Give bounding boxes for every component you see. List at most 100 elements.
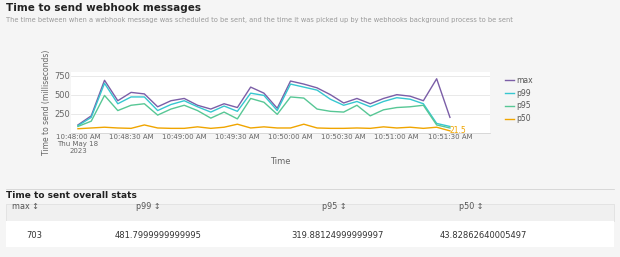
max <box>74 123 82 126</box>
Text: Time to send webhook messages: Time to send webhook messages <box>6 3 202 13</box>
p99 <box>180 99 188 102</box>
p50 <box>433 126 440 129</box>
Text: Time to sent overall stats: Time to sent overall stats <box>6 191 137 200</box>
Line: p99: p99 <box>78 83 450 126</box>
p50 <box>393 126 401 130</box>
max <box>433 77 440 80</box>
p99 <box>393 96 401 99</box>
p99 <box>353 100 361 103</box>
Text: The time between when a webhook message was scheduled to be sent, and the time i: The time between when a webhook message … <box>6 17 513 23</box>
p95 <box>393 106 401 109</box>
p99 <box>340 104 347 107</box>
p99 <box>260 94 268 97</box>
p50 <box>167 127 175 130</box>
p99 <box>154 109 161 112</box>
p50 <box>260 125 268 128</box>
max <box>366 102 374 105</box>
max <box>114 99 122 102</box>
Line: p50: p50 <box>78 124 450 131</box>
p99 <box>207 111 215 114</box>
p95 <box>180 104 188 107</box>
p95 <box>247 97 254 100</box>
p95 <box>260 101 268 104</box>
max <box>154 105 161 108</box>
p95 <box>353 104 361 107</box>
p50 <box>127 127 135 130</box>
max <box>340 102 347 105</box>
Text: 319.88124999999997: 319.88124999999997 <box>292 231 384 240</box>
Text: max ↕: max ↕ <box>12 202 40 212</box>
Legend: max, p99, p95, p50: max, p99, p95, p50 <box>502 73 536 126</box>
max <box>313 86 321 89</box>
p50 <box>247 126 254 130</box>
max <box>207 107 215 111</box>
p95 <box>433 123 440 126</box>
p50 <box>406 126 414 129</box>
p99 <box>380 100 388 103</box>
p50 <box>220 126 228 129</box>
p99 <box>194 105 202 108</box>
p99 <box>366 105 374 108</box>
p99 <box>433 122 440 125</box>
p95 <box>141 102 148 105</box>
p99 <box>167 103 175 106</box>
p50 <box>74 127 82 130</box>
p95 <box>167 107 175 111</box>
p99 <box>327 98 334 101</box>
max <box>167 99 175 102</box>
Line: p95: p95 <box>78 95 450 128</box>
p95 <box>273 113 281 116</box>
max <box>127 91 135 94</box>
p50 <box>101 126 108 129</box>
max <box>380 97 388 100</box>
Text: p95 ↕: p95 ↕ <box>322 202 347 212</box>
Text: p50 ↕: p50 ↕ <box>459 202 484 212</box>
max <box>287 79 294 82</box>
p95 <box>114 109 122 112</box>
max <box>234 106 241 109</box>
p99 <box>220 105 228 108</box>
max <box>194 104 202 107</box>
p50 <box>180 127 188 130</box>
p99 <box>101 82 108 85</box>
p95 <box>446 126 454 130</box>
p95 <box>87 120 95 123</box>
p50 <box>114 126 122 130</box>
p50 <box>194 125 202 128</box>
max <box>87 114 95 117</box>
p50 <box>300 123 308 126</box>
p50 <box>366 127 374 130</box>
p99 <box>87 116 95 119</box>
max <box>260 91 268 95</box>
p99 <box>406 98 414 101</box>
p50 <box>420 127 427 130</box>
max <box>101 79 108 82</box>
max <box>220 102 228 105</box>
max <box>141 92 148 95</box>
max <box>247 86 254 89</box>
Text: 481.7999999999995: 481.7999999999995 <box>115 231 202 240</box>
p50 <box>141 123 148 126</box>
p95 <box>300 97 308 100</box>
p95 <box>74 125 82 128</box>
p95 <box>313 107 321 111</box>
p99 <box>127 95 135 98</box>
max <box>180 97 188 100</box>
max <box>420 99 427 102</box>
p99 <box>273 109 281 112</box>
p95 <box>420 104 427 107</box>
p99 <box>300 86 308 89</box>
Text: 43.82862640005497: 43.82862640005497 <box>440 231 527 240</box>
Text: 21.5: 21.5 <box>450 126 467 135</box>
p95 <box>127 104 135 107</box>
p99 <box>74 124 82 127</box>
p50 <box>353 126 361 130</box>
max <box>300 82 308 86</box>
Line: max: max <box>78 79 450 125</box>
p95 <box>327 110 334 113</box>
p99 <box>141 95 148 98</box>
p95 <box>340 111 347 114</box>
max <box>273 107 281 110</box>
max <box>446 116 454 119</box>
p50 <box>273 126 281 130</box>
